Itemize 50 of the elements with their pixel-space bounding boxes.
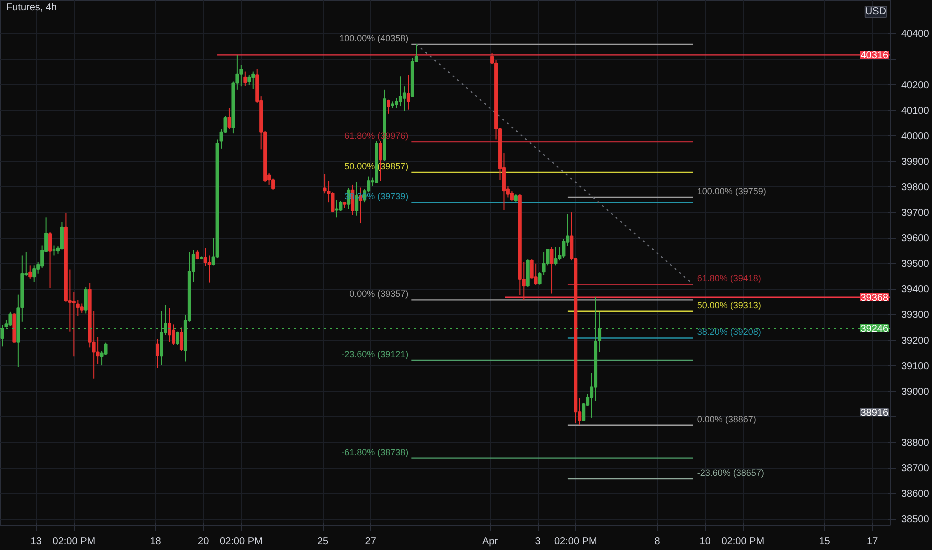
x-tick-label: 10 [700, 536, 712, 548]
annotation: 38916 [860, 408, 889, 419]
x-tick-label: 18 [150, 536, 162, 548]
x-tick-label: 15 [819, 536, 831, 548]
y-tick-label: 40400 [902, 29, 930, 40]
y-tick-label: 39100 [902, 361, 930, 372]
y-tick-label: 38600 [902, 489, 930, 500]
annotation: 40316 [860, 50, 889, 62]
x-tick-label: 02:00 PM [722, 536, 765, 548]
x-tick-label: 02:00 PM [554, 536, 598, 548]
x-tick-label: 8 [654, 536, 661, 548]
annotation: 61.80% (39418) [697, 274, 762, 284]
y-tick-label: 40000 [902, 131, 930, 142]
y-tick-label: 39000 [902, 386, 930, 398]
annotation: -23.60% (38657) [697, 468, 764, 478]
x-tick-label: 3 [535, 536, 542, 548]
y-tick-label: 38800 [902, 438, 930, 449]
annotation: 0.00% (38867) [697, 414, 756, 424]
annotation: 38.20% (39739) [344, 192, 409, 202]
x-tick-label: 02:00 PM [220, 536, 263, 548]
y-axis-title: USD [865, 6, 887, 18]
y-tick-label: 40100 [902, 106, 930, 117]
y-tick-label: 40200 [902, 80, 930, 92]
annotation: -61.80% (38738) [342, 447, 409, 458]
y-tick-label: 39800 [902, 182, 930, 194]
y-tick-label: 39600 [902, 234, 930, 245]
x-tick-label: 27 [365, 536, 377, 548]
annotation: 39246 [860, 324, 889, 336]
chart-title: Futures, 4h [6, 2, 58, 14]
annotation: 38.20% (39208) [697, 327, 762, 338]
y-tick-label: 38500 [902, 514, 930, 526]
annotation: 100.00% (39759) [697, 186, 766, 196]
y-tick-label: 39300 [902, 310, 930, 322]
annotation: 39368 [860, 292, 889, 304]
y-tick-label: 38700 [902, 464, 930, 475]
x-tick-label: 25 [317, 536, 330, 548]
x-tick-label: 17 [867, 536, 879, 548]
annotation: 50.00% (39313) [697, 300, 762, 310]
y-tick-label: 39200 [902, 336, 930, 347]
annotation: -23.60% (39121) [342, 349, 409, 360]
annotation: 0.00% (39357) [350, 289, 409, 300]
annotation: 100.00% (40358) [340, 33, 409, 44]
x-tick-label: Apr [482, 536, 499, 548]
x-tick-label: 20 [198, 536, 210, 548]
y-tick-label: 39900 [902, 156, 930, 168]
y-tick-label: 39700 [902, 208, 930, 220]
x-tick-label: 13 [30, 536, 42, 548]
y-tick-label: 39500 [902, 259, 930, 270]
y-tick-label: 39400 [902, 284, 930, 296]
x-tick-label: 02:00 PM [52, 536, 96, 548]
